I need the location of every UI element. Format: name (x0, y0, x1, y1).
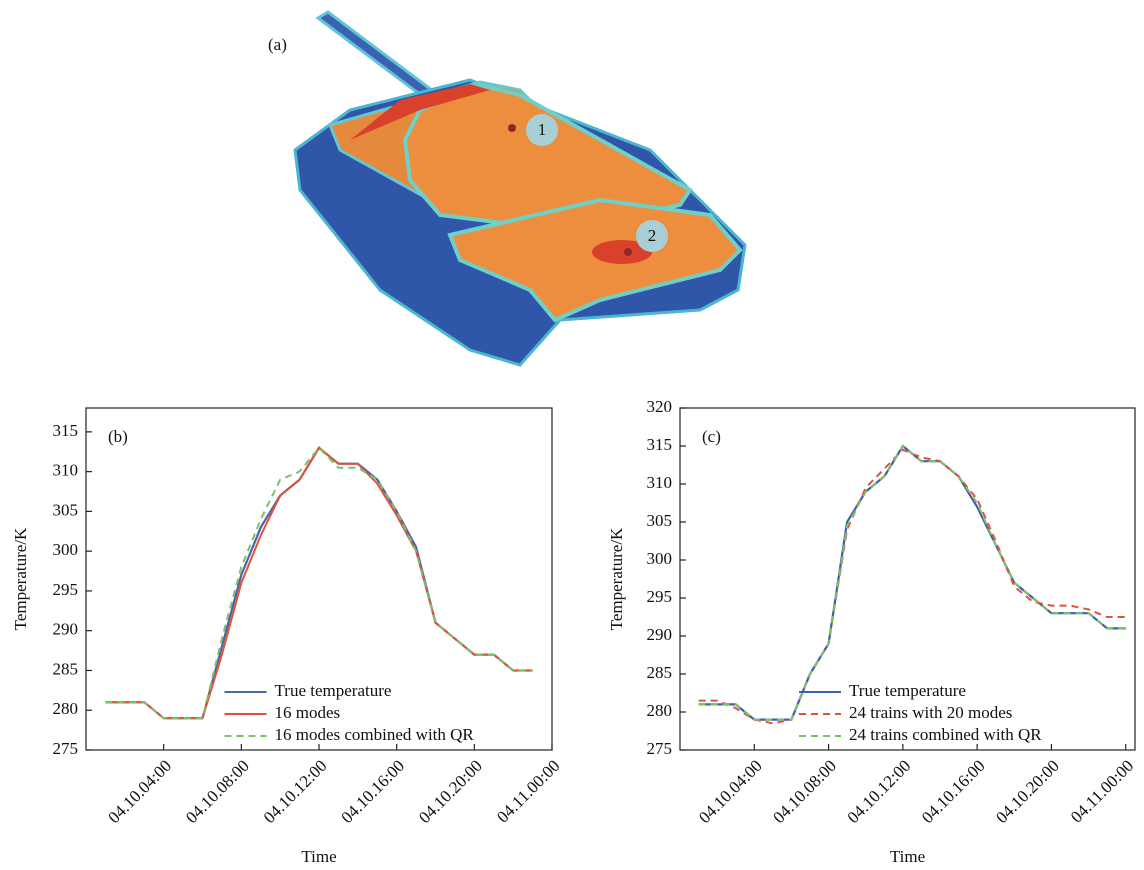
x-tick-label: 04.11.00:00 (1067, 756, 1137, 826)
series-line (105, 448, 532, 718)
panel-label: (b) (108, 427, 128, 446)
x-tick-label: 04.10.08:00 (182, 756, 253, 827)
y-tick-label: 280 (647, 701, 673, 720)
y-tick-label: 285 (647, 663, 673, 682)
x-axis-label: Time (890, 847, 925, 866)
marker-label: 1 (538, 120, 547, 139)
x-tick-label: 04.10.16:00 (918, 756, 989, 827)
x-tick-label: 04.10.20:00 (415, 756, 486, 827)
x-tick-label: 04.10.16:00 (337, 756, 408, 827)
panel-label: (a) (268, 35, 287, 54)
x-tick-label: 04.10.04:00 (104, 756, 175, 827)
legend-label: 24 trains with 20 modes (849, 703, 1012, 722)
series-line (699, 446, 1126, 720)
y-tick-label: 305 (53, 500, 79, 519)
x-axis-label: Time (301, 847, 336, 866)
y-tick-label: 315 (647, 435, 673, 454)
legend-label: True temperature (275, 681, 392, 700)
marker-label: 2 (648, 226, 657, 245)
x-tick-label: 04.10.04:00 (695, 756, 766, 827)
y-tick-label: 305 (647, 511, 673, 530)
series-line (105, 448, 532, 718)
y-tick-label: 295 (53, 580, 79, 599)
tank-image (295, 12, 745, 365)
panel-label: (c) (702, 427, 721, 446)
x-tick-label: 04.10.12:00 (260, 756, 331, 827)
series-line (105, 448, 532, 718)
y-tick-label: 290 (53, 620, 79, 639)
legend-label: True temperature (849, 681, 966, 700)
y-tick-label: 275 (647, 739, 673, 758)
y-tick-label: 280 (53, 699, 79, 718)
x-tick-label: 04.11.00:00 (493, 756, 563, 826)
y-axis-label: Temperature/K (607, 527, 626, 630)
y-tick-label: 285 (53, 659, 79, 678)
series-line (699, 446, 1126, 720)
y-tick-label: 290 (647, 625, 673, 644)
y-axis-label: Temperature/K (11, 527, 30, 630)
figure: (a) 1 2 275 280 285 290 295 300 305 310 315 04.10… (0, 0, 1144, 870)
y-tick-label: 310 (53, 461, 79, 480)
legend-label: 16 modes combined with QR (275, 725, 475, 744)
legend-label: 24 trains combined with QR (849, 725, 1042, 744)
y-tick-label: 320 (647, 397, 673, 416)
x-tick-label: 04.10.08:00 (769, 756, 840, 827)
y-tick-label: 310 (647, 473, 673, 492)
y-tick-label: 300 (53, 540, 79, 559)
x-tick-label: 04.10.12:00 (844, 756, 915, 827)
y-tick-label: 275 (53, 739, 79, 758)
x-tick-label: 04.10.20:00 (992, 756, 1063, 827)
y-tick-label: 295 (647, 587, 673, 606)
y-tick-label: 300 (647, 549, 673, 568)
legend-label: 16 modes (275, 703, 341, 722)
y-tick-label: 315 (53, 421, 79, 440)
